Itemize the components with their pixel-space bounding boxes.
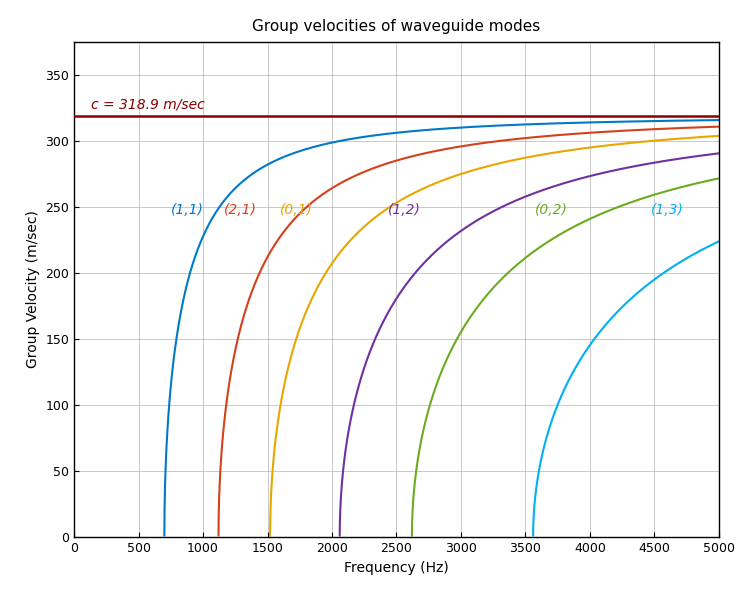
Title: Group velocities of waveguide modes: Group velocities of waveguide modes bbox=[252, 19, 541, 33]
Text: (0,1): (0,1) bbox=[279, 202, 312, 217]
X-axis label: Frequency (Hz): Frequency (Hz) bbox=[344, 561, 449, 575]
Text: (1,3): (1,3) bbox=[651, 202, 684, 217]
Text: c = 318.9 m/sec: c = 318.9 m/sec bbox=[91, 98, 205, 112]
Text: (2,1): (2,1) bbox=[224, 202, 257, 217]
Text: (1,2): (1,2) bbox=[388, 202, 421, 217]
Y-axis label: Group Velocity (m/sec): Group Velocity (m/sec) bbox=[26, 211, 40, 368]
Text: (1,1): (1,1) bbox=[171, 202, 204, 217]
Text: (0,2): (0,2) bbox=[535, 202, 568, 217]
